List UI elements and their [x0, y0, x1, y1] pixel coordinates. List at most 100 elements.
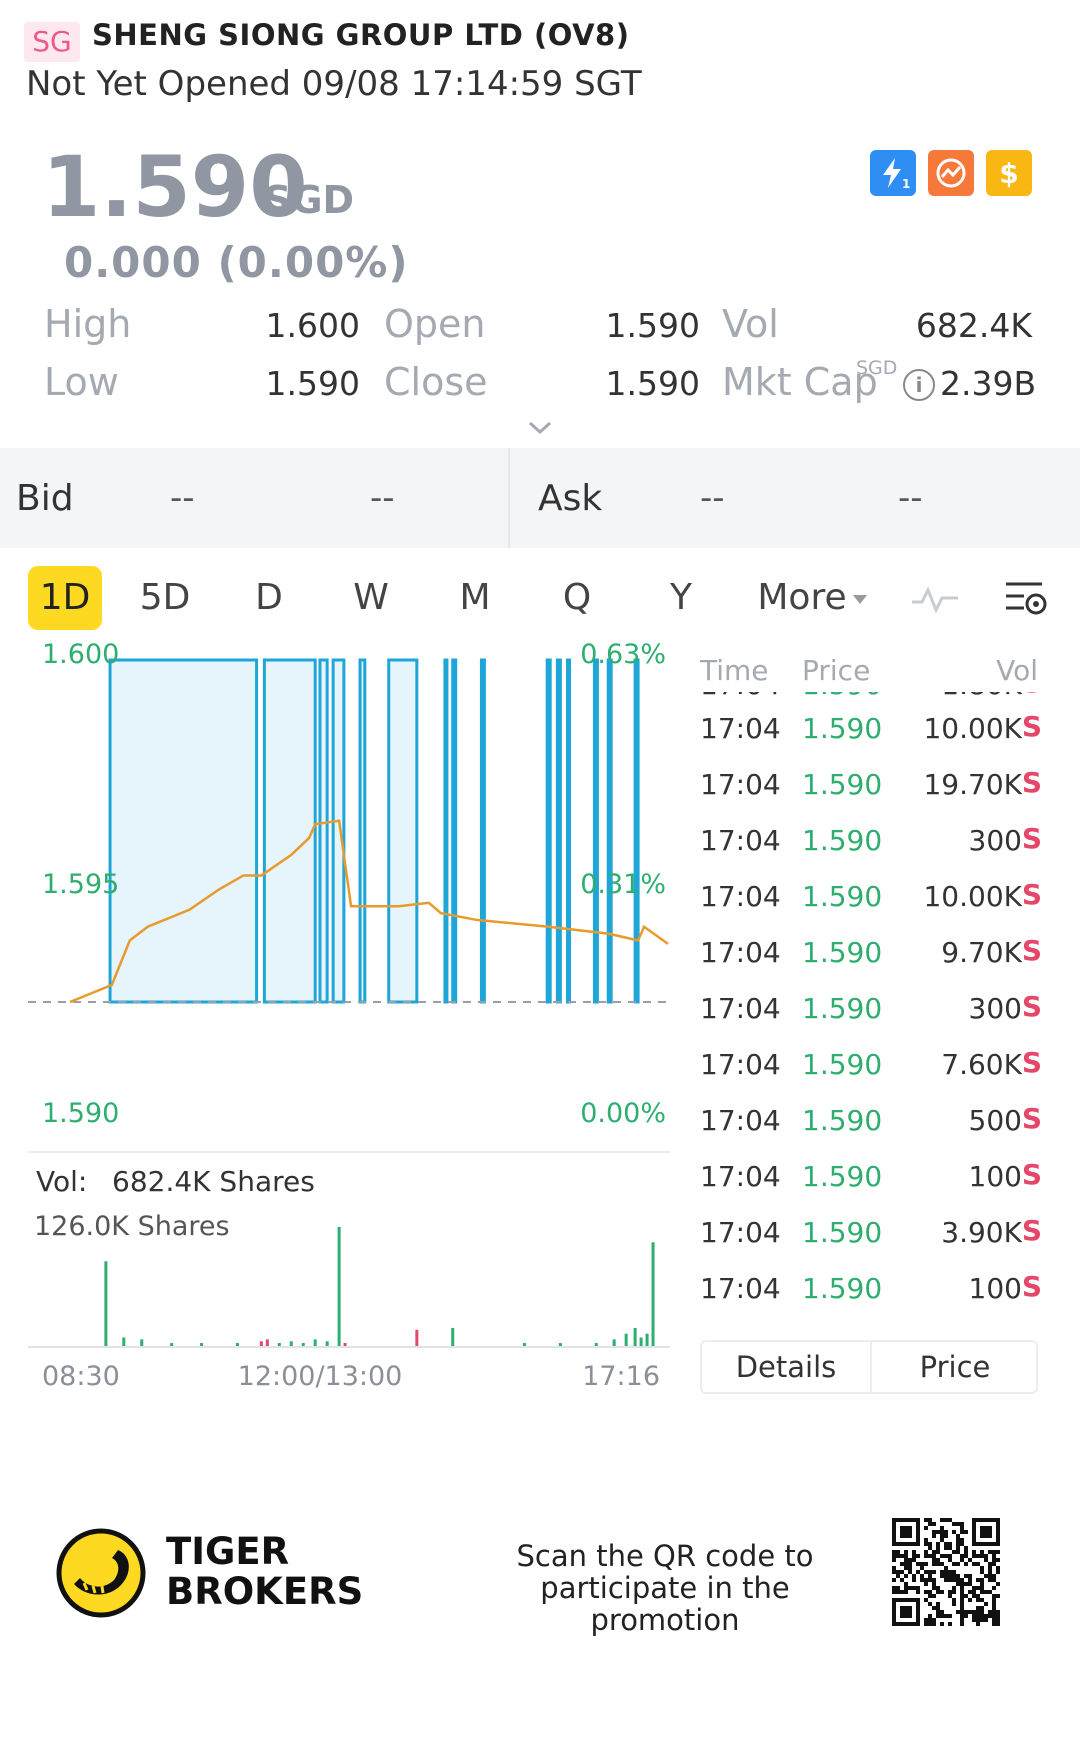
price-area-block [479, 658, 486, 1004]
promo-text: Scan the QR code to participate in the p… [470, 1540, 860, 1636]
tab-m[interactable]: M [459, 577, 491, 618]
tick-price: 1.590 [802, 1216, 883, 1249]
price-area-block [318, 658, 329, 1004]
vol-total: 682.4K Shares [112, 1165, 315, 1198]
tick-vol: 1.80K [941, 692, 1022, 701]
pct-label-high: 0.63% [580, 640, 666, 670]
x-label-mid: 12:00/13:00 [238, 1361, 403, 1392]
bid-ask-divider [508, 448, 510, 548]
tick-side: S [1021, 822, 1042, 855]
tick-row: 17:04 1.590 300 S [700, 986, 1042, 1036]
ask-label: Ask [538, 478, 603, 519]
price-area-block [358, 658, 367, 1004]
y-label-mid: 1.595 [42, 869, 119, 900]
mktcap-label: Mkt Cap [722, 360, 878, 404]
open-label: Open [384, 302, 486, 346]
price-area-block [262, 658, 317, 1004]
tab-y[interactable]: Y [670, 577, 692, 618]
price-area-block [633, 658, 640, 1004]
promo-line1: Scan the QR code to [516, 1539, 814, 1573]
dollar-icon[interactable]: $ [986, 150, 1032, 196]
tick-time: 17:04 [700, 880, 781, 913]
tick-vol: 19.70K [923, 768, 1022, 801]
tick-row: 17:04 1.590 300 S [700, 818, 1042, 868]
lightning-icon[interactable]: 1 [870, 150, 916, 196]
price-area-block [387, 658, 419, 1004]
tick-time: 17:04 [700, 692, 781, 701]
tick-price: 1.590 [802, 1160, 883, 1193]
tick-row: 17:04 1.590 10.00K S [700, 874, 1042, 924]
pct-label-low: 0.00% [580, 1098, 666, 1129]
ticks-header-price: Price [802, 654, 871, 687]
market-status: Not Yet Opened 09/08 17:14:59 SGT [26, 64, 642, 104]
tick-row: 17:04 1.590 10.00K S [700, 706, 1042, 756]
tick-time: 17:04 [700, 768, 781, 801]
brand-name: TIGER BROKERS [166, 1532, 363, 1612]
price-area-block [606, 658, 613, 1004]
trend-icon[interactable] [928, 150, 974, 196]
price-area-block [451, 658, 458, 1004]
price-line [69, 819, 669, 1004]
tab-w[interactable]: W [353, 577, 389, 618]
tiger-brokers-logo [56, 1528, 146, 1618]
header: SG SHENG SIONG GROUP LTD (OV8) Not Yet O… [0, 0, 1080, 120]
tick-row: 17:04 1.590 500 S [700, 1098, 1042, 1148]
vol-label: Vol: [36, 1165, 87, 1198]
close-value: 1.590 [605, 364, 700, 403]
tick-side: S [1021, 1158, 1042, 1191]
ask-size: -- [898, 478, 923, 518]
price-area-block [545, 658, 552, 1004]
intraday-chart[interactable]: 1.600 1.595 1.590 0.63% 0.31% 0.00% Vol:… [0, 640, 680, 1400]
tick-price: 1.590 [802, 880, 883, 913]
tab-details[interactable]: Details [735, 1350, 837, 1384]
vol-label: Vol [722, 302, 779, 346]
tick-vol: 3.90K [941, 1216, 1022, 1249]
close-label: Close [384, 360, 488, 404]
tick-row: 17:04 1.590 3.90K S [700, 1210, 1042, 1260]
qr-code[interactable] [892, 1518, 1000, 1626]
chart-settings-icon[interactable] [1002, 578, 1052, 622]
svg-text:1: 1 [902, 177, 910, 191]
low-label: Low [44, 360, 119, 404]
tab-more[interactable]: More [752, 566, 872, 630]
x-label-start: 08:30 [42, 1361, 120, 1392]
tick-side: S [1021, 1102, 1042, 1135]
y-label-high: 1.600 [42, 640, 119, 670]
tick-vol: 7.60K [941, 1048, 1022, 1081]
tick-price: 1.590 [802, 992, 883, 1025]
stock-name[interactable]: SHENG SIONG GROUP LTD (OV8) [92, 18, 630, 52]
price-area-block [592, 658, 599, 1004]
tick-time: 17:04 [700, 1048, 781, 1081]
tick-vol: 100 [968, 1272, 1022, 1305]
bid-ask-panel: Bid -- -- Ask -- -- [0, 448, 1080, 548]
price-area-block [566, 658, 572, 1004]
tab-1d[interactable]: 1D [28, 566, 102, 630]
chevron-down-icon[interactable] [526, 414, 554, 442]
vol-value: 682.4K [915, 306, 1032, 345]
ticks-header-vol: Vol [996, 654, 1038, 687]
tick-side: S [1022, 692, 1040, 699]
vol-max-label: 126.0K Shares [34, 1211, 230, 1242]
tick-side: S [1021, 1214, 1042, 1247]
caret-down-icon [852, 594, 867, 604]
tab-more-label: More [757, 577, 847, 618]
high-label: High [44, 302, 132, 346]
indicator-icon[interactable] [910, 580, 962, 616]
tick-vol: 10.00K [923, 712, 1022, 745]
brand-line1: TIGER [166, 1530, 290, 1573]
y-label-low: 1.590 [42, 1098, 119, 1129]
tick-price: 1.590 [802, 1048, 883, 1081]
tick-vol: 300 [968, 824, 1022, 857]
price-area-block [108, 658, 259, 1004]
tab-q[interactable]: Q [562, 577, 592, 618]
tab-d[interactable]: D [255, 577, 283, 618]
tick-time: 17:04 [700, 992, 781, 1025]
tab-price[interactable]: Price [870, 1342, 1038, 1392]
tick-row: 17:04 1.590 19.70K S [700, 762, 1042, 812]
tab-5d[interactable]: 5D [139, 577, 191, 618]
info-icon[interactable]: i [903, 369, 935, 401]
ticks-header-time: Time [700, 654, 769, 687]
tick-row: 17:04 1.590 9.70K S [700, 930, 1042, 980]
tick-side: S [1021, 710, 1042, 743]
ask-price: -- [700, 478, 725, 518]
